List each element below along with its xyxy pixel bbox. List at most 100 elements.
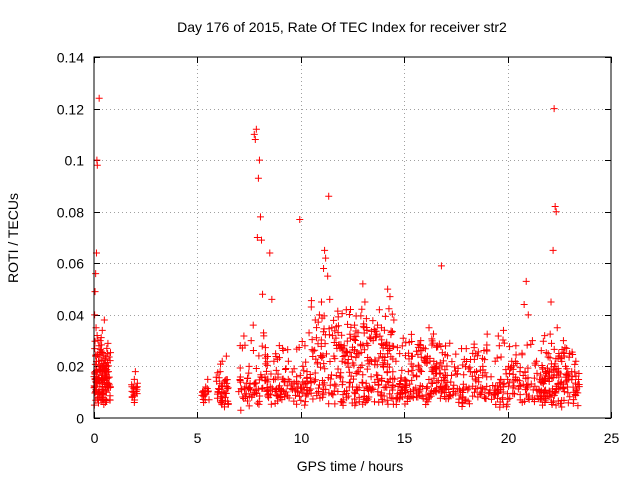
data-point: [462, 383, 470, 391]
data-point: [345, 368, 353, 376]
data-point: [351, 336, 359, 344]
data-point: [547, 393, 555, 401]
data-point: [541, 332, 549, 340]
data-point: [103, 383, 111, 391]
data-point: [475, 378, 483, 386]
data-point: [245, 362, 253, 370]
data-point: [437, 262, 445, 270]
data-point: [253, 234, 261, 241]
data-point: [321, 331, 329, 339]
data-point: [95, 342, 103, 350]
data-point: [358, 305, 366, 313]
data-point: [330, 316, 338, 324]
data-point: [385, 379, 393, 387]
data-point: [337, 369, 345, 377]
data-point: [549, 246, 557, 254]
data-point: [279, 347, 287, 355]
data-point: [459, 399, 467, 407]
data-point: [256, 213, 264, 221]
data-point: [245, 369, 253, 377]
data-point: [396, 380, 404, 388]
data-point: [554, 397, 562, 405]
data-point: [493, 394, 501, 402]
data-point: [552, 401, 560, 409]
data-point: [320, 264, 328, 272]
data-point: [377, 324, 385, 332]
data-points: [90, 94, 583, 414]
data-point: [469, 392, 477, 400]
data-point: [466, 368, 474, 376]
data-point: [558, 403, 566, 411]
data-point: [408, 352, 416, 360]
data-point: [388, 310, 396, 318]
data-point: [129, 388, 137, 396]
data-point: [574, 380, 582, 388]
data-point: [289, 386, 297, 394]
data-point: [551, 203, 559, 211]
data-point: [308, 346, 316, 354]
data-point: [387, 394, 395, 402]
data-point: [512, 351, 520, 359]
data-point: [364, 395, 372, 403]
data-point: [346, 334, 354, 342]
data-point: [312, 334, 320, 342]
data-point: [266, 249, 274, 257]
data-point: [263, 387, 271, 395]
data-point: [335, 341, 343, 349]
data-point: [485, 390, 493, 398]
data-point: [287, 385, 295, 393]
data-point: [485, 388, 493, 396]
data-point: [386, 390, 394, 398]
data-point: [274, 370, 282, 378]
data-point: [317, 342, 325, 350]
data-point: [261, 373, 269, 381]
data-point: [363, 326, 371, 334]
data-point: [442, 342, 450, 350]
data-point: [251, 136, 259, 144]
data-point: [311, 316, 319, 324]
data-point: [416, 341, 424, 349]
data-point: [392, 357, 400, 365]
data-point: [106, 357, 114, 365]
data-point: [98, 386, 106, 394]
data-point: [394, 390, 402, 398]
data-point: [505, 369, 513, 377]
data-point: [339, 396, 347, 404]
data-point: [202, 383, 210, 391]
data-point: [477, 391, 485, 399]
data-point: [303, 368, 311, 376]
data-point: [447, 392, 455, 400]
data-point: [341, 352, 349, 360]
data-point: [371, 398, 379, 406]
data-point: [570, 396, 578, 404]
data-point: [305, 386, 313, 394]
data-point: [537, 387, 545, 395]
data-point: [313, 324, 321, 332]
data-point: [355, 398, 363, 406]
data-point: [522, 277, 530, 285]
data-point: [499, 401, 507, 409]
data-point: [347, 323, 355, 331]
data-point: [358, 361, 366, 369]
data-point: [285, 394, 293, 402]
data-point: [541, 376, 549, 384]
data-point: [240, 394, 248, 402]
data-point: [106, 349, 114, 357]
data-point: [302, 392, 310, 400]
data-point: [430, 374, 438, 382]
data-point: [509, 384, 517, 392]
data-point: [220, 378, 228, 386]
data-point: [494, 332, 502, 340]
data-point: [570, 388, 578, 396]
data-point: [469, 382, 477, 390]
data-point: [218, 401, 226, 409]
data-point: [563, 344, 571, 352]
data-point: [524, 364, 532, 372]
data-point: [354, 329, 362, 337]
data-point: [297, 396, 305, 404]
data-point: [246, 386, 254, 394]
data-point: [326, 358, 334, 366]
data-point: [280, 378, 288, 386]
data-point: [383, 396, 391, 404]
data-point: [217, 360, 225, 368]
